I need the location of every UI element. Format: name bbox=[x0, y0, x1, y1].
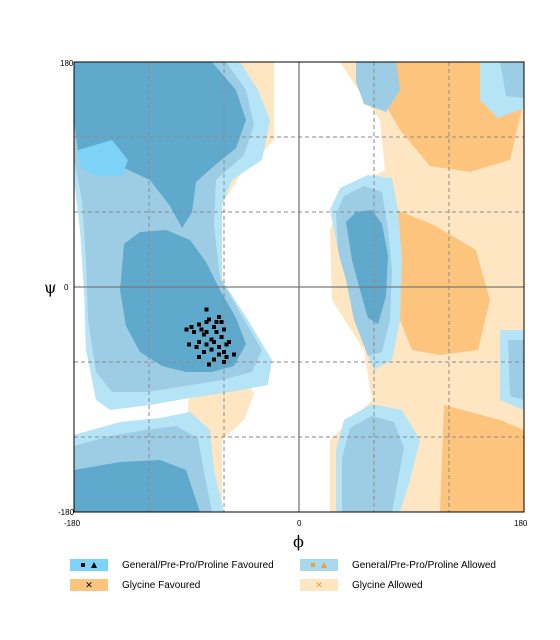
triangle-marker-icon bbox=[91, 562, 97, 568]
data-point bbox=[202, 332, 206, 337]
data-point bbox=[189, 325, 194, 329]
data-point bbox=[222, 350, 226, 354]
data-point bbox=[222, 360, 226, 364]
data-point bbox=[212, 340, 216, 344]
legend-swatch-general-allowed bbox=[300, 559, 338, 571]
data-point bbox=[207, 362, 211, 367]
data-point bbox=[227, 340, 231, 344]
x-tick-left: -180 bbox=[64, 519, 81, 528]
legend-item-glycine-favoured: ✕ Glycine Favoured bbox=[70, 577, 200, 593]
x-tick-right: 180 bbox=[514, 519, 528, 528]
general-bright-patch bbox=[78, 140, 128, 176]
data-point bbox=[197, 355, 201, 359]
data-point bbox=[204, 307, 209, 312]
data-point bbox=[192, 330, 196, 334]
legend: General/Pre-Pro/Proline Favoured General… bbox=[70, 555, 530, 605]
y-tick-bottom: -180 bbox=[58, 508, 75, 517]
data-point bbox=[214, 330, 219, 334]
data-point bbox=[194, 345, 199, 349]
data-point bbox=[197, 340, 201, 344]
data-point bbox=[217, 315, 221, 319]
y-tick-mid: 0 bbox=[64, 283, 69, 292]
general-favoured-region bbox=[74, 62, 388, 512]
plot-frame bbox=[73, 61, 525, 513]
data-point bbox=[217, 345, 221, 349]
y-axis-label: ψ bbox=[44, 278, 57, 297]
x-axis-label: ϕ bbox=[293, 532, 304, 551]
legend-label-glycine-favoured: Glycine Favoured bbox=[122, 579, 201, 591]
legend-label-general-favoured: General/Pre-Pro/Proline Favoured bbox=[122, 559, 274, 571]
data-point bbox=[214, 320, 219, 324]
y-tick-top: 180 bbox=[60, 59, 74, 68]
data-point bbox=[204, 320, 209, 324]
data-point bbox=[212, 357, 216, 362]
x-tick-mid: 0 bbox=[297, 519, 302, 528]
data-point bbox=[184, 327, 189, 332]
data-point bbox=[219, 320, 224, 324]
zero-axes bbox=[74, 62, 524, 512]
data-point bbox=[199, 327, 204, 332]
legend-item-general-allowed: General/Pre-Pro/Proline Allowed bbox=[300, 557, 496, 573]
data-point bbox=[197, 322, 201, 327]
triangle-marker-icon bbox=[321, 562, 327, 568]
data-point bbox=[202, 350, 206, 354]
x-marker-icon: ✕ bbox=[85, 579, 93, 590]
legend-swatch-general-favoured bbox=[70, 559, 108, 571]
data-point bbox=[219, 335, 224, 339]
legend-label-general-allowed: General/Pre-Pro/Proline Allowed bbox=[352, 559, 496, 571]
data-points bbox=[184, 307, 236, 367]
square-marker-icon bbox=[81, 563, 85, 567]
x-marker-icon: ✕ bbox=[315, 579, 323, 590]
legend-item-glycine-allowed: ✕ Glycine Allowed bbox=[300, 577, 423, 593]
data-point bbox=[209, 337, 214, 342]
data-point bbox=[217, 352, 221, 357]
data-point bbox=[212, 325, 216, 329]
data-point bbox=[209, 347, 214, 352]
data-point bbox=[207, 317, 211, 322]
data-point bbox=[204, 330, 209, 334]
data-point bbox=[187, 342, 191, 347]
data-point bbox=[224, 355, 229, 359]
data-point bbox=[204, 342, 209, 347]
legend-label-glycine-allowed: Glycine Allowed bbox=[352, 579, 423, 591]
square-marker-icon bbox=[311, 563, 315, 567]
legend-item-general-favoured: General/Pre-Pro/Proline Favoured bbox=[70, 557, 274, 573]
data-point bbox=[224, 342, 229, 347]
legend-swatch-glycine-allowed: ✕ bbox=[300, 579, 338, 591]
data-point bbox=[232, 352, 236, 357]
legend-swatch-glycine-favoured: ✕ bbox=[70, 579, 108, 591]
data-point bbox=[222, 327, 226, 332]
